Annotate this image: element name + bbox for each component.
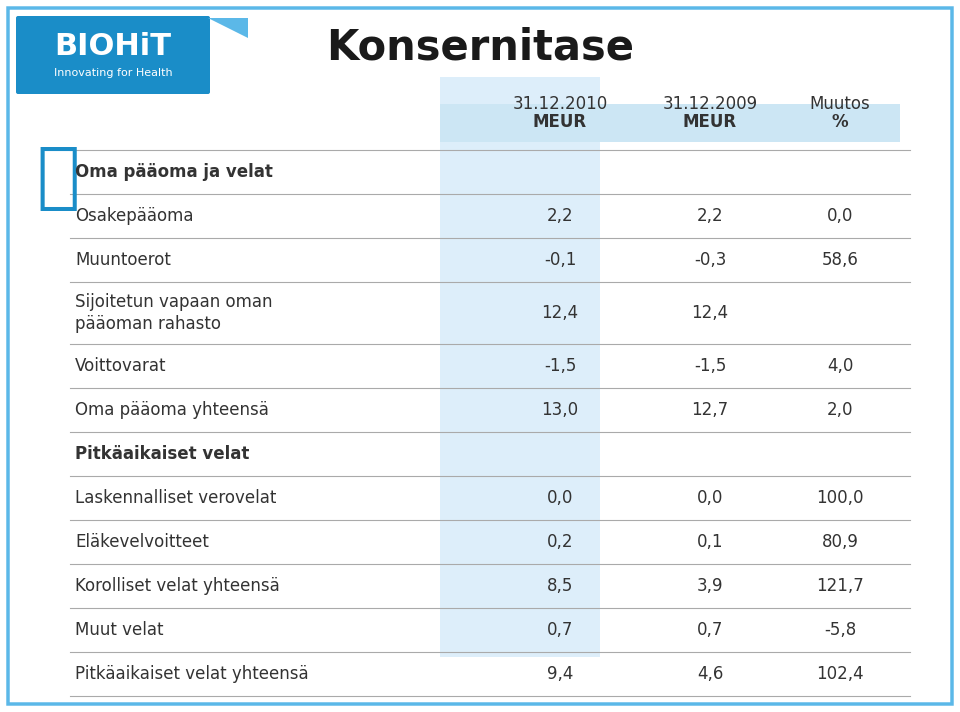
Text: 4,6: 4,6 <box>697 665 723 683</box>
Text: 8,5: 8,5 <box>547 577 573 595</box>
Text: Konsernitase: Konsernitase <box>326 26 634 68</box>
Text: 58,6: 58,6 <box>822 251 858 269</box>
Text: Muutos: Muutos <box>809 95 871 113</box>
Text: Innovating for Health: Innovating for Health <box>54 68 172 78</box>
Text: Sijoitetun vapaan oman
pääoman rahasto: Sijoitetun vapaan oman pääoman rahasto <box>75 293 273 333</box>
Text: Oma pääoma ja velat: Oma pääoma ja velat <box>75 163 273 181</box>
FancyBboxPatch shape <box>16 16 210 94</box>
Text: 13,0: 13,0 <box>541 401 579 419</box>
Text: -1,5: -1,5 <box>543 357 576 375</box>
Text: Osakepääoma: Osakepääoma <box>75 207 194 225</box>
Text: 80,9: 80,9 <box>822 533 858 551</box>
Text: 2,0: 2,0 <box>827 401 853 419</box>
Text: Eläkevelvoitteet: Eläkevelvoitteet <box>75 533 209 551</box>
Text: 12,4: 12,4 <box>541 304 579 322</box>
Text: 100,0: 100,0 <box>816 489 864 507</box>
Text: -5,8: -5,8 <box>824 621 856 639</box>
Text: Pitkäaikaiset velat yhteensä: Pitkäaikaiset velat yhteensä <box>75 665 308 683</box>
Text: Laskennalliset verovelat: Laskennalliset verovelat <box>75 489 276 507</box>
Text: 9,4: 9,4 <box>547 665 573 683</box>
Text: Pitkäaikaiset velat: Pitkäaikaiset velat <box>75 445 250 463</box>
Text: 3,9: 3,9 <box>697 577 723 595</box>
Text: 121,7: 121,7 <box>816 577 864 595</box>
Text: 4,0: 4,0 <box>827 357 853 375</box>
FancyBboxPatch shape <box>440 104 900 142</box>
Text: Muut velat: Muut velat <box>75 621 163 639</box>
Text: Voittovarat: Voittovarat <box>75 357 166 375</box>
Text: 🐦: 🐦 <box>36 144 80 213</box>
Text: -0,1: -0,1 <box>543 251 576 269</box>
Text: Korolliset velat yhteensä: Korolliset velat yhteensä <box>75 577 279 595</box>
Text: MEUR: MEUR <box>533 113 588 131</box>
Text: 0,0: 0,0 <box>697 489 723 507</box>
Text: 31.12.2010: 31.12.2010 <box>513 95 608 113</box>
Text: Oma pääoma yhteensä: Oma pääoma yhteensä <box>75 401 269 419</box>
Text: %: % <box>831 113 849 131</box>
Text: 0,7: 0,7 <box>547 621 573 639</box>
FancyBboxPatch shape <box>440 77 600 657</box>
Text: 2,2: 2,2 <box>546 207 573 225</box>
Text: 0,0: 0,0 <box>547 489 573 507</box>
Text: Muuntoerot: Muuntoerot <box>75 251 171 269</box>
Text: MEUR: MEUR <box>683 113 737 131</box>
Polygon shape <box>208 18 248 38</box>
Text: 2,2: 2,2 <box>697 207 723 225</box>
Text: 102,4: 102,4 <box>816 665 864 683</box>
Text: 12,4: 12,4 <box>691 304 729 322</box>
Text: 31.12.2009: 31.12.2009 <box>662 95 757 113</box>
Text: 0,2: 0,2 <box>547 533 573 551</box>
FancyBboxPatch shape <box>8 8 952 704</box>
Text: 0,7: 0,7 <box>697 621 723 639</box>
Text: 0,1: 0,1 <box>697 533 723 551</box>
Text: -0,3: -0,3 <box>694 251 726 269</box>
Text: -1,5: -1,5 <box>694 357 726 375</box>
Text: 12,7: 12,7 <box>691 401 729 419</box>
Text: 0,0: 0,0 <box>827 207 853 225</box>
Text: BIOHiT: BIOHiT <box>55 31 172 61</box>
